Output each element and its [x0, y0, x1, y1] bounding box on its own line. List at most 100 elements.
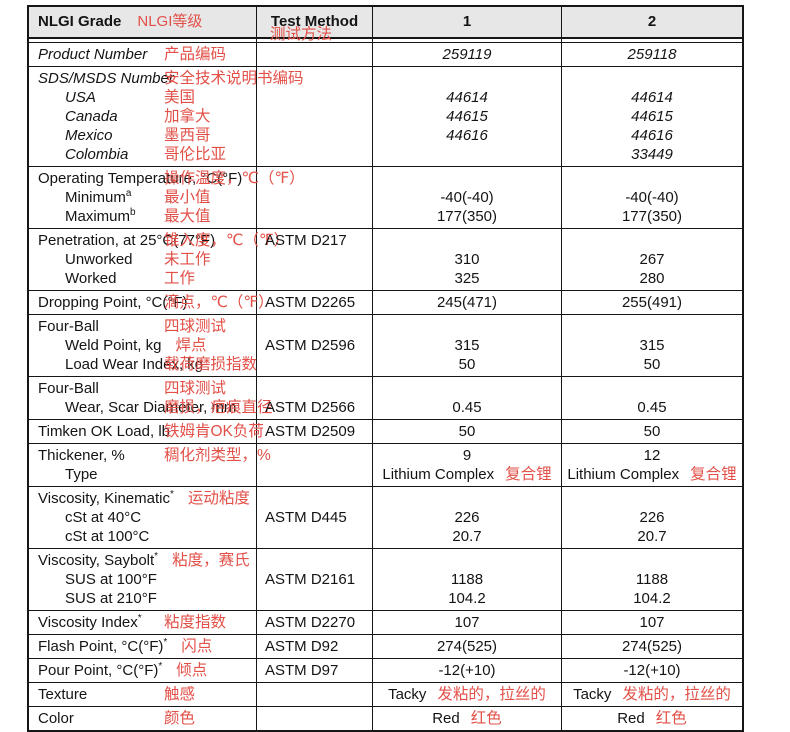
- cn-annotation: 焊点: [175, 337, 207, 354]
- test-method-cell: [257, 444, 373, 486]
- value-line: 315: [639, 337, 665, 354]
- test-method-value: ASTM D2265: [265, 294, 356, 311]
- value-line: [373, 551, 561, 570]
- label-line: Timken OK Load, lb 铁姆肯OK负荷: [38, 422, 264, 441]
- test-method-value: ASTM D2566: [265, 399, 356, 416]
- test-method-cell: ASTM D2270: [257, 611, 373, 634]
- value-line: [562, 379, 742, 398]
- header-cell-nlgi-grade: NLGI Grade NLGI等级: [29, 7, 257, 37]
- cn-annotation: 滴点，℃（℉）: [164, 294, 274, 311]
- row-label: Colombia: [65, 146, 129, 163]
- cn-annotation: 墨西哥: [164, 127, 211, 144]
- value-cell-col2: 267 280: [562, 229, 742, 290]
- value-cell-col2: 315 50: [562, 315, 742, 376]
- test-method-value: ASTM D217: [265, 232, 347, 249]
- value-line: 245(471): [436, 294, 498, 311]
- row-label: cSt at 40°C: [65, 509, 142, 526]
- label-line: Penetration, at 25°C(77°F) 锥入度，℃（℉）: [38, 231, 289, 250]
- cn-annotation: 粘度，赛氏: [172, 552, 250, 569]
- cn-annotation: 倾点: [176, 662, 208, 679]
- label-line: Maximumb 最大值: [38, 207, 256, 226]
- row-label: Viscosity, Kinematic*: [38, 489, 174, 508]
- value-line: 33449: [631, 146, 673, 163]
- value-line: 12: [643, 447, 661, 464]
- cn-annotation: 铁姆肯OK负荷: [164, 423, 264, 440]
- value-cell-col2: 0.45: [562, 377, 742, 419]
- value-line: 50: [458, 423, 476, 440]
- header-cell-test-method: Test Method 测试方法: [257, 7, 373, 43]
- label-line: SUS at 210°F: [38, 589, 256, 608]
- table-row-thickener: Thickener, % 稠化剂类型，% Type 9 Lithium Complex 复…: [29, 444, 742, 487]
- test-method-cell: [257, 707, 373, 730]
- row-label: Weld Point, kg: [65, 337, 162, 354]
- cn-annotation: 产品编码: [164, 46, 227, 63]
- row-label: SDS/MSDS Number: [38, 70, 174, 87]
- value-line: 255(491): [621, 294, 683, 311]
- value-cell-col2: -40(-40) 177(350): [562, 167, 742, 228]
- cn-annotation: 载荷磨损指数: [164, 356, 258, 373]
- table-row-color: Color 颜色 Red 红色 Red 红色: [29, 707, 742, 730]
- value-line: 226: [454, 509, 480, 526]
- label-line: Viscosity Index* 粘度指数: [38, 613, 256, 632]
- value-line: Tacky 发粘的，拉丝的: [373, 685, 561, 704]
- value-line: 104.2: [633, 590, 671, 607]
- value-line: 107: [454, 614, 480, 631]
- cn-annotation: 发粘的，拉丝的: [622, 686, 731, 703]
- label-line: SDS/MSDS Number 安全技术说明书编码: [38, 69, 304, 88]
- row-label-cell: Product Number 产品编码: [29, 43, 257, 66]
- label-line: Type: [38, 465, 256, 484]
- row-label: Mexico: [65, 127, 113, 144]
- cn-annotation: NLGI等级: [137, 13, 203, 30]
- value-cell-col1: -12(+10): [373, 659, 562, 682]
- test-method-cell: [257, 167, 373, 228]
- cn-annotation: 最小值: [164, 189, 211, 206]
- value-cell-col1: 315 50: [373, 315, 562, 376]
- value-line: -40(-40): [625, 189, 679, 206]
- test-method-cell: ASTM D97: [257, 659, 373, 682]
- value-line: Red 红色: [562, 709, 742, 728]
- value-line: Tacky 发粘的，拉丝的: [562, 685, 742, 704]
- value-line: 259118: [627, 46, 677, 63]
- test-method-cell: ASTM D2161: [257, 549, 373, 610]
- value-cell-col1: 0.45: [373, 377, 562, 419]
- cn-annotation: 四球测试: [164, 318, 227, 335]
- value-line: [562, 69, 742, 88]
- value-line: [373, 379, 561, 398]
- row-label: Color: [38, 710, 74, 727]
- value-cell-col2: -12(+10): [562, 659, 742, 682]
- cn-annotation: 发粘的，拉丝的: [437, 686, 546, 703]
- value-line: 0.45: [637, 399, 667, 416]
- table-row-penetration: Penetration, at 25°C(77°F) 锥入度，℃（℉） Unwork…: [29, 229, 742, 291]
- cn-annotation: 红色: [655, 710, 687, 727]
- test-method-cell: ASTM D445: [257, 487, 373, 548]
- row-label-cell: Penetration, at 25°C(77°F) 锥入度，℃（℉） Unwork…: [29, 229, 289, 290]
- value-line: Lithium Complex 复合锂: [373, 465, 561, 484]
- label-line: Viscosity, Saybolt* 粘度，赛氏: [38, 551, 256, 570]
- label-line: Dropping Point, °C(°F) 滴点，℃（℉）: [38, 293, 274, 312]
- cn-annotation: 闪点: [181, 638, 213, 655]
- value-line: 267: [639, 251, 665, 268]
- row-label: Penetration, at 25°C(77°F): [38, 232, 216, 249]
- row-label-cell: Flash Point, °C(°F)* 闪点: [29, 635, 257, 658]
- test-method-cell: ASTM D2509: [257, 420, 373, 443]
- table-row-dropping-point: Dropping Point, °C(°F) 滴点，℃（℉） ASTM D2265 2…: [29, 291, 742, 315]
- value-line: 325: [454, 270, 480, 287]
- header-cell-column-1: 1: [373, 7, 562, 37]
- row-label: cSt at 100°C: [65, 528, 150, 545]
- value-text: Red: [617, 710, 645, 727]
- row-label-cell: Pour Point, °C(°F)* 倾点: [29, 659, 257, 682]
- test-method-value: ASTM D97: [265, 662, 339, 679]
- value-text: Red: [432, 710, 460, 727]
- value-line: 0.45: [452, 399, 482, 416]
- value-line: 274(525): [436, 638, 498, 655]
- row-label-cell: Four-Ball 四球测试 Weld Point, kg 焊点 Load Wear I…: [29, 315, 257, 376]
- table-row-product-number: Product Number 产品编码 259119 259118: [29, 43, 742, 67]
- value-cell-col1: 1188 104.2: [373, 549, 562, 610]
- value-cell-col1: Tacky 发粘的，拉丝的: [373, 683, 562, 706]
- row-label: Dropping Point, °C(°F): [38, 294, 188, 311]
- value-line: 44616: [446, 127, 488, 144]
- table-row-timken-ok-load: Timken OK Load, lb 铁姆肯OK负荷 ASTM D2509 50 50: [29, 420, 742, 444]
- header-label-nlgi-grade: NLGI Grade: [38, 13, 122, 30]
- value-line: 44615: [631, 108, 673, 125]
- label-line: Thickener, % 稠化剂类型，%: [38, 446, 271, 465]
